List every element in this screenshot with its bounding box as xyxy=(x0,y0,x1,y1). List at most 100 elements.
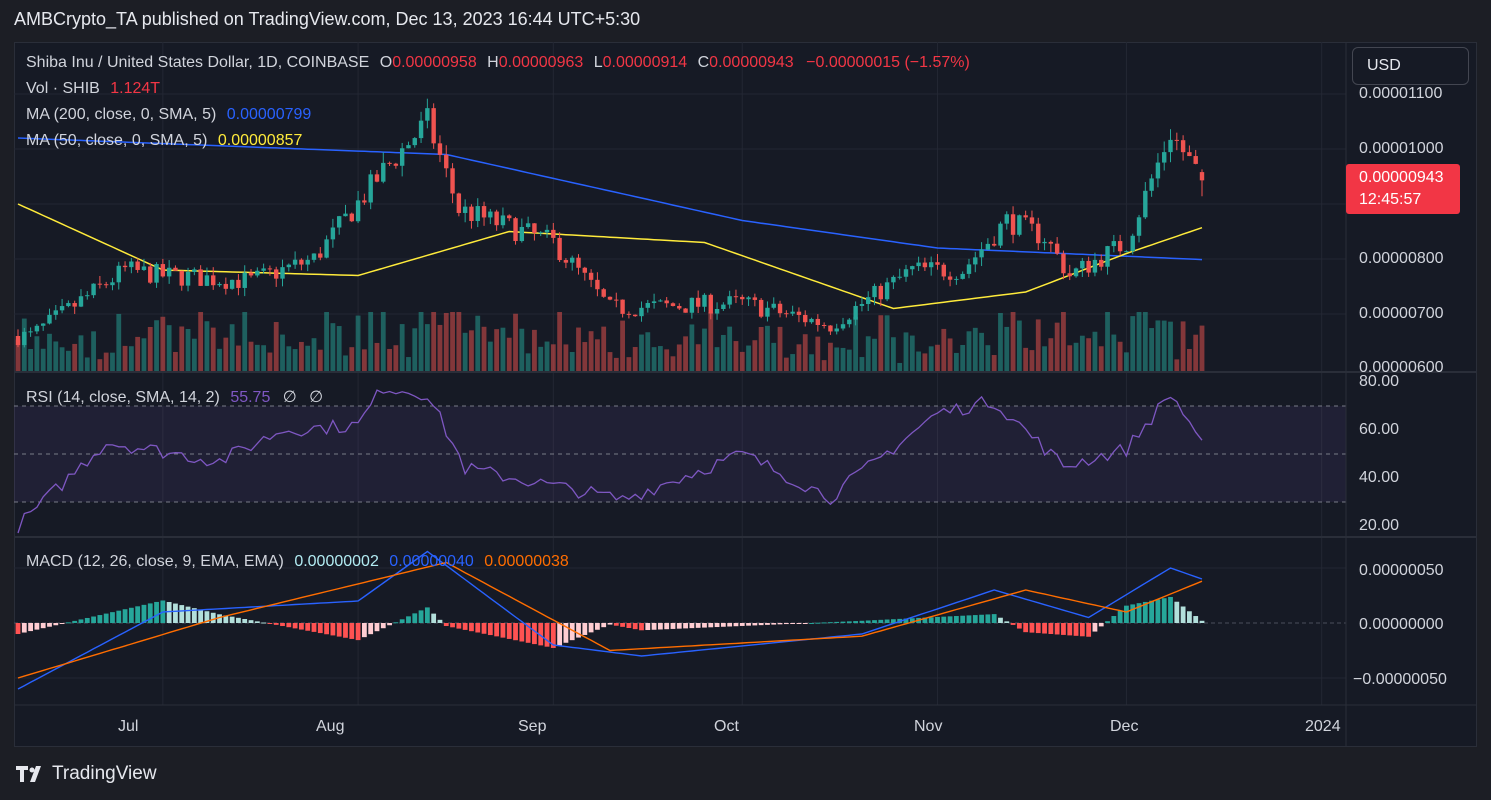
candle-body xyxy=(72,303,77,307)
ma50-legend[interactable]: MA (50, close, 0, SMA, 5) 0.00000857 xyxy=(26,132,302,150)
macd-histogram-bar xyxy=(947,616,953,623)
candle-body xyxy=(935,262,940,265)
ma200-legend[interactable]: MA (200, close, 0, SMA, 5) 0.00000799 xyxy=(26,106,311,124)
candle-body xyxy=(393,163,399,166)
macd-histogram-bar xyxy=(1105,621,1110,623)
candle-body xyxy=(651,301,657,304)
volume-bar xyxy=(487,341,493,372)
candle-body xyxy=(110,282,115,286)
volume-bar xyxy=(953,352,959,372)
volume-bar xyxy=(620,320,625,372)
time-tick: Jul xyxy=(118,718,139,735)
candle-body xyxy=(355,200,361,222)
candle-body xyxy=(910,266,915,270)
chart-frame xyxy=(14,42,1477,747)
chart-svg[interactable] xyxy=(14,42,1477,747)
volume-bar xyxy=(147,326,153,372)
volume-bar xyxy=(865,336,871,372)
macd-histogram-bar xyxy=(53,623,59,626)
rsi-label: RSI (14, close, SMA, 14, 2) xyxy=(26,389,220,406)
volume-bar xyxy=(947,338,953,372)
macd-histogram-bar xyxy=(821,622,827,624)
macd-histogram-bar xyxy=(1042,623,1047,634)
volume-bar xyxy=(349,347,355,372)
macd-legend[interactable]: MACD (12, 26, close, 9, EMA, EMA) 0.0000… xyxy=(26,553,569,571)
macd-histogram-bar xyxy=(891,619,896,623)
volume-bar xyxy=(532,329,537,372)
volume-bar xyxy=(746,345,751,372)
candle-body xyxy=(916,262,921,267)
volume-bar xyxy=(1105,312,1110,372)
candle-body xyxy=(53,310,58,315)
candle-body xyxy=(343,213,348,217)
candle-body xyxy=(462,206,468,213)
candle-body xyxy=(15,336,21,346)
macd-histogram-bar xyxy=(727,623,733,627)
rsi-legend[interactable]: RSI (14, close, SMA, 14, 2) 55.75 ∅ ∅ xyxy=(26,387,323,407)
tradingview-logo[interactable]: TradingView xyxy=(16,763,157,785)
volume-bar xyxy=(380,312,386,372)
candle-body xyxy=(286,264,292,268)
macd-histogram-bar xyxy=(576,623,581,638)
candle-body xyxy=(274,269,279,279)
ma200-label: MA (200, close, 0, SMA, 5) xyxy=(26,106,217,123)
time-tick: Sep xyxy=(518,718,547,735)
macd-histogram-bar xyxy=(15,623,21,634)
macd-histogram-bar xyxy=(210,612,216,623)
volume-legend[interactable]: Vol · SHIB 1.124T xyxy=(26,80,160,98)
volume-bar xyxy=(305,345,311,372)
macd-histogram-bar xyxy=(708,623,714,628)
candle-body xyxy=(1042,241,1047,244)
volume-bar xyxy=(135,336,141,372)
macd-histogram-bar xyxy=(783,623,789,625)
macd-histogram-bar xyxy=(185,606,191,623)
candle-body xyxy=(481,206,487,218)
candle-body xyxy=(834,328,839,332)
candle-body xyxy=(803,314,808,323)
volume-bar xyxy=(399,324,405,372)
volume-bar xyxy=(538,346,544,372)
macd-histogram-bar xyxy=(613,623,619,626)
candle-body xyxy=(469,206,474,222)
macd-histogram-bar xyxy=(103,613,109,623)
macd-histogram-bar xyxy=(84,617,90,623)
volume-bar xyxy=(991,355,997,372)
macd-histogram-bar xyxy=(443,623,449,627)
candle-body xyxy=(431,108,436,144)
candle-body xyxy=(1017,215,1022,235)
volume-bar xyxy=(191,338,197,372)
rsi-extra2: ∅ xyxy=(309,389,324,406)
candles xyxy=(15,98,1205,348)
volume-bar xyxy=(393,345,399,372)
volume-bar xyxy=(481,326,487,372)
volume-bar xyxy=(456,312,462,372)
symbol-legend[interactable]: Shiba Inu / United States Dollar, 1D, CO… xyxy=(26,54,970,72)
volume-bar xyxy=(733,341,739,372)
currency-button[interactable]: USD xyxy=(1352,47,1469,85)
candle-body xyxy=(658,300,663,302)
macd-histogram-bar xyxy=(632,623,638,630)
volume-bar xyxy=(204,321,210,372)
volume-bar xyxy=(519,328,525,372)
candle-body xyxy=(815,318,821,325)
macd-histogram-bar xyxy=(280,623,285,627)
candle-body xyxy=(261,268,266,271)
last-price-tag: 0.00000943 12:45:57 xyxy=(1346,164,1460,214)
candle-body xyxy=(154,264,159,283)
volume-bar xyxy=(765,325,770,372)
candle-body xyxy=(444,154,449,169)
candle-body xyxy=(122,265,128,268)
macd-histogram-bar xyxy=(1016,623,1022,629)
candle-body xyxy=(891,276,896,283)
ma50-value: 0.00000857 xyxy=(217,132,303,149)
macd-histogram-bar xyxy=(595,623,600,630)
macd-histogram-bar xyxy=(1168,596,1173,623)
macd-histogram-bar xyxy=(796,623,802,624)
candle-body xyxy=(362,200,367,203)
volume-bar xyxy=(462,332,468,372)
volume-bar xyxy=(1187,348,1192,372)
macd-histogram-bar xyxy=(317,623,323,634)
volume-bar xyxy=(217,348,222,372)
macd-histogram-bar xyxy=(544,623,550,647)
volume-bar xyxy=(292,349,298,372)
